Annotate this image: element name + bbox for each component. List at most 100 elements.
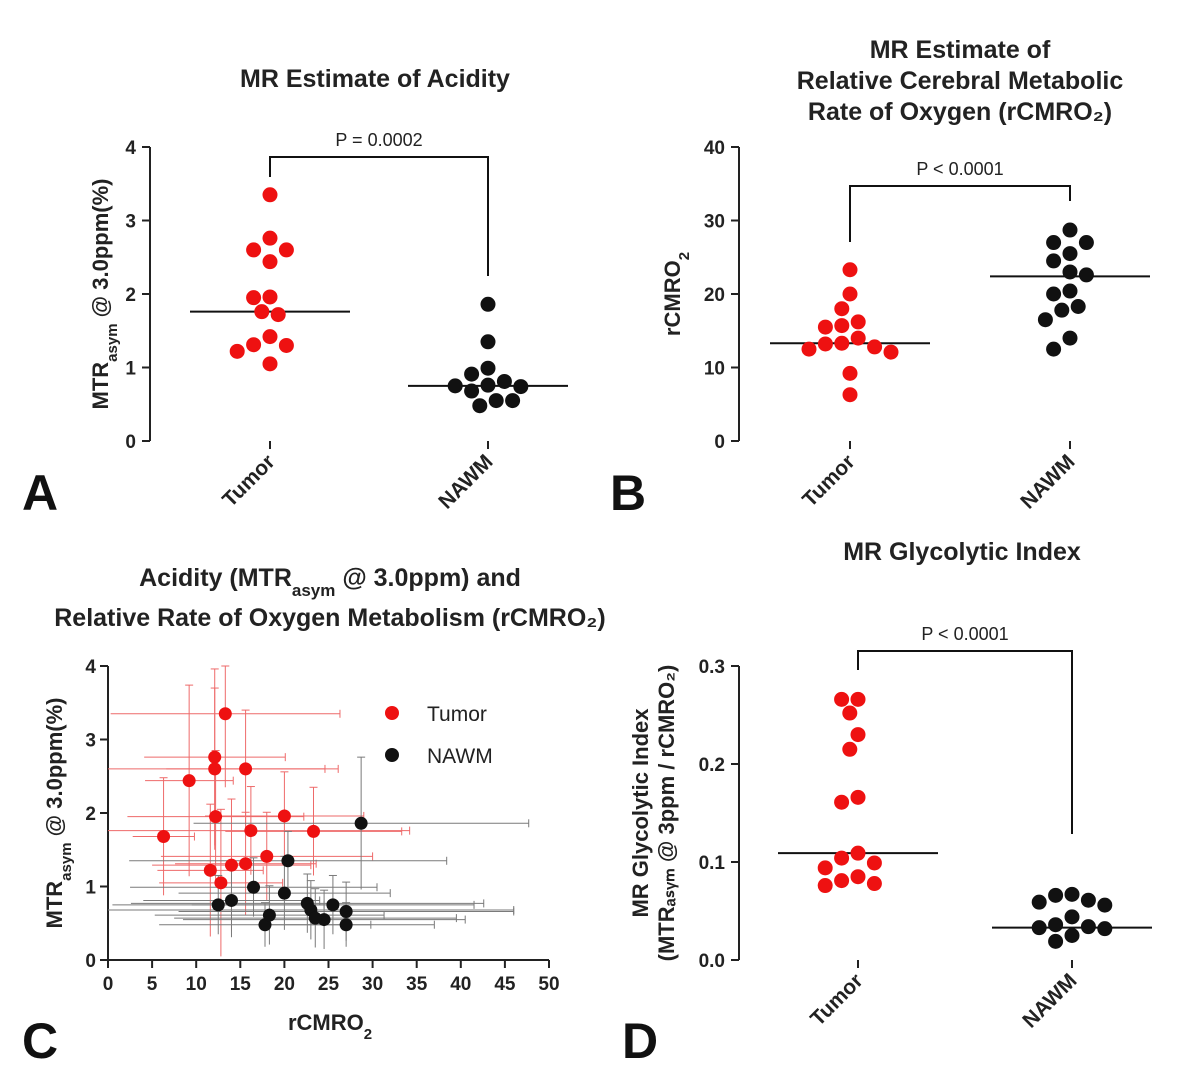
panel-a-point-nawm [480,334,496,350]
panel-a-point-tumor [262,230,278,246]
panel-c-point-tumor [208,762,222,776]
panel-a-y-axis-label-suffix: @ 3.0ppm(%) [88,179,113,324]
panel-c-title-part: Acidity (MTR [139,564,292,592]
panel-b-y-tick-label: 30 [704,212,725,233]
panel-c-point-nawm [354,816,368,830]
panel-b-point-nawm [1046,235,1062,251]
panel-b-p-value: P < 0.0001 [916,159,1003,179]
panel-a-point-nawm [496,373,512,389]
panel-c-x-tick-label: 40 [450,974,471,995]
panel-d-point-tumor [842,741,858,757]
panel-d-point-nawm [1097,897,1113,913]
panel-c-point-nawm [224,893,238,907]
panel-a-y-tick-label: 0 [125,432,136,453]
panel-d-point-nawm [1064,928,1080,943]
panel-a-point-nawm [464,383,480,399]
panel-a-point-tumor [246,290,262,306]
panel-c-point-tumor [239,762,253,776]
panel-b-point-nawm [1062,330,1078,346]
panel-b-point-tumor [834,301,850,317]
panel-c-point-tumor [218,707,232,721]
panel-b-point-nawm [1046,341,1062,357]
panel-b-title-line: Relative Cerebral Metabolic [797,67,1124,95]
panel-c-point-nawm [262,908,276,922]
panel-c-point-nawm [211,898,225,912]
panel-b-y-axis-label-main: rCMRO [660,260,685,336]
panel-c-point-tumor [157,830,171,844]
panel-d-y-axis-label-line: (MTRₐₛᵧₘ @ 3ppm / rCMRO₂) [654,665,679,962]
panel-b-category-label: NAWM [1016,450,1079,513]
panel-d-point-tumor [842,705,858,721]
panel-d-category-label: Tumor [806,969,867,1030]
panel-d-y-tick-label: 0.3 [699,657,725,678]
panel-d-category-label: NAWM [1018,969,1081,1032]
panel-a-y-tick-label: 4 [125,138,136,159]
panel-a-point-tumor [278,337,294,353]
panel-b-point-nawm [1078,235,1094,251]
panel-c-point-tumor [209,810,223,824]
panel-c-x-tick-label: 35 [406,974,428,995]
panel-c-y-axis-label-sub: asym [58,842,75,880]
panel-b-point-tumor [817,319,833,335]
panel-a-y-tick-label: 2 [125,285,136,306]
panel-b-significance-bracket [849,185,1071,242]
panel-b-point-tumor [817,336,833,352]
panel-b-chart: MR Estimate of Relative Cerebral Metaboli… [660,36,1150,514]
panel-b-y-tick-label: 20 [704,285,725,306]
panel-b-point-tumor [834,335,850,351]
panel-d-point-nawm [1080,919,1096,935]
panel-letter-d: D [622,1013,658,1069]
panel-b-title-line: MR Estimate of [870,36,1051,64]
panel-d-point-nawm [1080,892,1096,908]
panel-b-point-tumor [883,344,899,360]
panel-c-legend-label: Tumor [427,703,487,726]
panel-c-title-part: @ 3.0ppm) and [335,564,521,592]
panel-d-point-tumor [850,845,866,861]
panel-a-point-nawm [480,360,496,376]
panel-c-point-tumor [214,876,228,890]
panel-a-title-line: MR Estimate of Acidity [240,65,510,93]
panel-b-point-tumor [842,365,858,381]
panel-c-y-axis-label-suffix: @ 3.0ppm(%) [42,698,67,843]
panel-b-point-tumor [842,387,858,403]
panel-b-point-tumor [801,341,817,357]
panel-b-point-nawm [1070,298,1086,314]
panel-a-point-tumor [270,307,286,323]
panel-c-title-sub: asym [292,581,335,600]
panel-a-point-nawm [447,378,463,394]
panel-c-x-tick-label: 15 [230,974,252,995]
panel-d-point-tumor [834,794,850,810]
panel-b-point-nawm [1078,267,1094,283]
panel-a-point-nawm [505,393,521,409]
panel-c-x-axis-label-main: rCMRO [288,1010,364,1035]
panel-c-x-tick-label: 0 [103,974,114,995]
panel-c-x-tick-label: 25 [318,974,340,995]
panel-a-category-label: Tumor [218,450,279,511]
panel-b-y-tick-label: 10 [704,359,725,380]
panel-d-point-nawm [1031,894,1047,910]
panel-a-point-tumor [254,304,270,320]
panel-c-point-tumor [224,858,238,872]
panel-d-point-tumor [834,691,850,707]
panel-d-point-tumor [817,860,833,876]
panel-c-point-nawm [339,918,353,932]
panel-c-x-axis-label-sub: 2 [364,1026,372,1043]
panel-a-point-nawm [488,393,504,409]
panel-c-x-tick-label: 45 [494,974,516,995]
panel-b-y-tick-label: 40 [704,138,725,159]
panel-c-y-axis-label: MTRasym @ 3.0ppm(%) [42,698,75,929]
panel-d-point-tumor [817,878,833,894]
panel-c-point-tumor [307,824,321,838]
panel-d-significance-bracket [857,650,1073,834]
panel-b-y-tick-label: 0 [714,432,725,453]
panel-a-y-axis-label: MTRasym @ 3.0ppm(%) [88,179,121,410]
panel-b-title-line: Rate of Oxygen (rCMRO₂) [808,98,1112,126]
panel-a-point-tumor [262,329,278,345]
panel-b-point-nawm [1054,302,1070,318]
panel-c-point-tumor [244,824,258,838]
panel-d-point-nawm [1048,917,1064,933]
panel-d-point-nawm [1048,933,1064,949]
panel-d-point-tumor [866,876,882,892]
